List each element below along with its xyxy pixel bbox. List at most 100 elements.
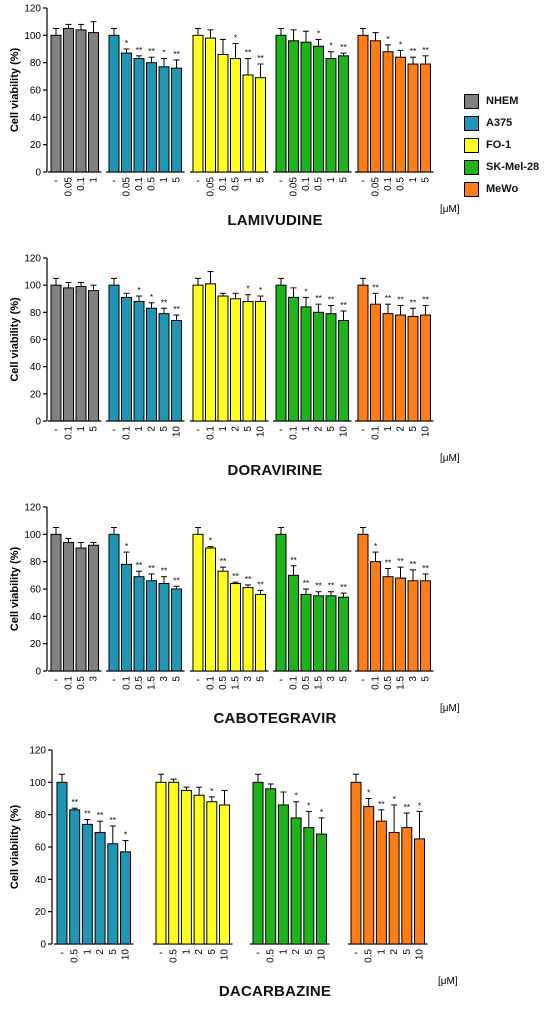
x-tick-label: 0.1	[64, 676, 75, 690]
legend-item-skmel28: SK-Mel-28	[464, 156, 550, 178]
x-tick-label: 1.5	[147, 676, 158, 690]
bar	[171, 588, 182, 672]
panel-title-dacarbazine: DACARBAZINE	[218, 983, 332, 1000]
bar	[395, 314, 406, 422]
bar	[407, 580, 419, 672]
bar	[146, 580, 157, 672]
significance-label: **	[71, 797, 78, 807]
y-tick-label: 100	[24, 281, 41, 292]
y-tick-label: 40	[30, 362, 42, 373]
x-tick-label: -	[361, 674, 365, 686]
x-tick-label: 5	[304, 949, 315, 955]
x-tick-label: 0.5	[76, 676, 87, 690]
significance-label: **	[84, 809, 91, 819]
bar	[255, 300, 266, 422]
legend-item-a375: A375	[464, 112, 550, 134]
x-tick-label: 1	[278, 949, 289, 955]
x-tick-label: -	[196, 424, 200, 436]
x-tick-label: 5	[172, 676, 183, 682]
x-tick-label: 0.1	[134, 177, 145, 191]
significance-label: **	[397, 295, 404, 305]
x-tick-label: 1	[82, 949, 93, 955]
bar	[401, 827, 413, 945]
x-tick-label: 5	[207, 949, 218, 955]
x-tick-label: -	[361, 175, 365, 187]
x-tick-label: 0.5	[169, 949, 180, 963]
bar	[133, 576, 145, 672]
x-tick-label: 2	[147, 426, 158, 432]
x-tick-label: 0.5	[314, 177, 325, 191]
bar	[277, 804, 289, 945]
bar	[370, 303, 381, 422]
x-tick-label: 0.1	[371, 426, 382, 440]
x-tick-label: 5	[108, 949, 119, 955]
x-tick-label: 1	[218, 426, 229, 432]
bar	[192, 34, 204, 173]
significance-label: *	[392, 794, 396, 804]
bar	[50, 284, 62, 422]
x-tick-label: 2	[314, 426, 325, 432]
significance-label: **	[340, 300, 347, 310]
bar	[133, 58, 145, 173]
bar	[313, 311, 324, 422]
x-tick-label: 0.05	[122, 177, 133, 197]
y-tick-label: 100	[29, 778, 46, 789]
x-tick-label: 5	[339, 177, 350, 183]
significance-label: *	[320, 807, 324, 817]
significance-label: **	[422, 45, 429, 55]
x-tick-label: 1	[326, 177, 337, 183]
x-tick-label: 0.5	[231, 177, 242, 191]
bar	[108, 533, 120, 672]
y-tick-label: 60	[35, 843, 47, 854]
bar	[94, 831, 106, 945]
x-tick-label: 5	[243, 426, 254, 432]
y-tick-label: 20	[30, 639, 42, 650]
bar	[420, 63, 431, 173]
bar	[275, 533, 287, 672]
x-tick-label: 3	[89, 676, 100, 682]
y-tick-label: 80	[35, 810, 47, 821]
x-tick-label: 0.5	[134, 676, 145, 690]
x-tick-label: 0.5	[266, 949, 277, 963]
bar	[205, 547, 216, 672]
significance-label: **	[403, 802, 410, 812]
y-tick-label: 60	[30, 585, 42, 596]
bar	[325, 313, 337, 422]
x-tick-label: 5	[159, 426, 170, 432]
significance-label: **	[97, 810, 104, 820]
x-tick-label: 2	[389, 949, 400, 955]
y-axis-title: Cell viability (%)	[9, 546, 21, 631]
x-tick-label: 10	[220, 949, 231, 961]
significance-label: **	[422, 295, 429, 305]
significance-label: **	[328, 581, 335, 591]
panel-title-cabotegravir: CABOTEGRAVIR	[213, 710, 337, 727]
bar	[255, 593, 266, 672]
x-tick-label: 0.1	[206, 676, 217, 690]
x-tick-label: 3	[243, 676, 254, 682]
significance-label: **	[315, 581, 322, 591]
significance-label: **	[232, 571, 239, 581]
x-tick-label: 2	[291, 949, 302, 955]
bar	[50, 533, 62, 672]
bar	[219, 804, 230, 945]
bar	[50, 34, 62, 173]
bar	[205, 283, 216, 422]
x-tick-label: 0.5	[396, 177, 407, 191]
bar	[357, 284, 369, 422]
bar	[300, 593, 312, 672]
x-tick-label: 0.05	[289, 177, 300, 197]
y-tick-label: 20	[30, 140, 42, 151]
bar	[63, 287, 74, 422]
legend-item-fo1: FO-1	[464, 134, 550, 156]
significance-label: *	[162, 48, 166, 58]
x-tick-label: 10	[317, 949, 328, 961]
bar	[108, 34, 120, 173]
bar	[288, 574, 299, 672]
x-tick-label: -	[54, 175, 58, 187]
y-tick-label: 0	[35, 417, 41, 428]
significance-label: **	[173, 575, 180, 585]
legend-swatch-a375	[464, 115, 479, 131]
bar	[230, 298, 241, 422]
x-tick-label: 5	[256, 676, 267, 682]
significance-label: *	[125, 38, 129, 48]
